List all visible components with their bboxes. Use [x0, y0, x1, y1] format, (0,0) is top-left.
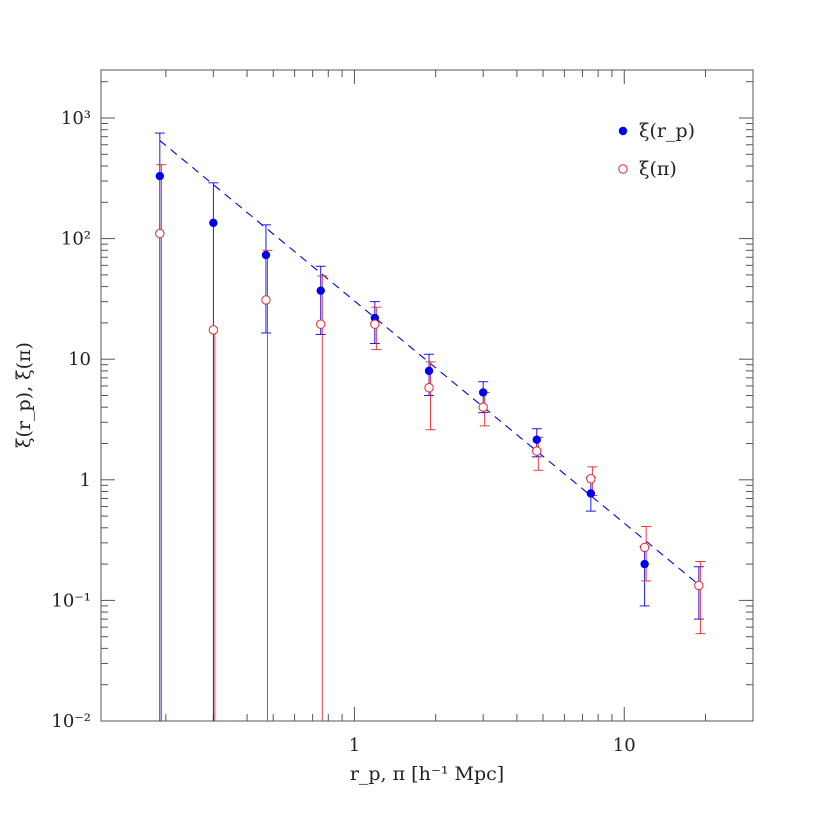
point-xi-rp	[209, 218, 218, 228]
y-tick-label: 10⁻¹	[51, 590, 91, 611]
fit-line	[159, 140, 700, 586]
y-tick-label: 1	[80, 470, 91, 491]
point-xi-pi	[370, 319, 380, 329]
y-axis-label: ξ(r_p), ξ(π)	[13, 342, 35, 448]
y-tick-label: 10⁻²	[51, 711, 91, 732]
y-tick-label: 10³	[61, 108, 91, 129]
error-bars	[154, 132, 706, 721]
y-tick-label: 10²	[61, 229, 91, 250]
point-xi-rp	[640, 559, 649, 569]
legend-label: ξ(π)	[639, 158, 677, 180]
tick-labels: 1 10 10³ 10² 10 1 10⁻¹ 10⁻²	[51, 108, 635, 756]
legend-label: ξ(r_p)	[639, 120, 695, 142]
legend-marker	[618, 164, 628, 174]
point-xi-rp	[532, 435, 541, 444]
x-tick-label: 10	[613, 735, 636, 756]
point-xi-rp	[586, 489, 596, 498]
point-xi-pi	[694, 580, 704, 591]
x-axis-label: r_p, π [h⁻¹ Mpc]	[350, 763, 504, 785]
point-xi-rp	[478, 388, 488, 397]
point-xi-pi	[155, 228, 165, 239]
data-points	[155, 171, 704, 591]
point-xi-rp	[316, 286, 325, 295]
fit-line-segment	[159, 140, 700, 586]
point-xi-pi	[316, 319, 326, 329]
point-xi-rp	[261, 250, 271, 260]
axis-ticks	[101, 70, 754, 722]
point-xi-pi	[586, 474, 596, 484]
legend-marker	[618, 126, 628, 136]
point-xi-pi	[208, 325, 219, 335]
legend: ξ(r_p) ξ(π)	[618, 120, 695, 180]
point-xi-pi	[261, 295, 271, 305]
point-xi-rp	[370, 313, 380, 323]
x-tick-label: 1	[349, 735, 360, 756]
point-xi-pi	[639, 542, 650, 553]
point-xi-pi	[532, 446, 542, 456]
point-xi-pi	[424, 383, 434, 393]
point-xi-pi	[478, 402, 488, 412]
point-xi-rp	[155, 171, 165, 181]
y-tick-label: 10	[68, 349, 91, 370]
point-xi-rp	[424, 366, 434, 376]
